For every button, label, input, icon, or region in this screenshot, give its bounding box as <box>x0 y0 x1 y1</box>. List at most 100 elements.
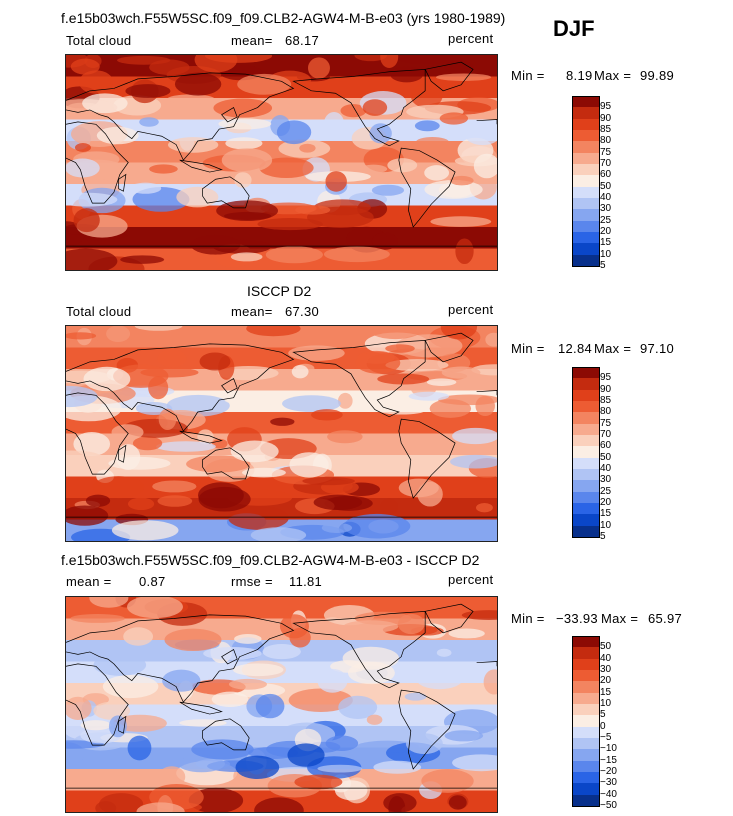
colorbar-tick-label: 80 <box>600 135 612 147</box>
field-patch <box>390 66 424 83</box>
colorbar-swatch <box>572 243 600 255</box>
colorbar-swatch <box>572 389 600 401</box>
field-patch <box>157 495 193 507</box>
field-heatmap <box>66 55 497 270</box>
colorbar-swatch <box>572 636 600 649</box>
panel2-max-value: 97.10 <box>640 341 675 356</box>
field-patch <box>380 498 398 516</box>
field-patch <box>321 522 353 534</box>
field-patch <box>111 424 144 441</box>
colorbar-tick-label: −20 <box>600 766 617 777</box>
field-patch <box>73 208 100 233</box>
field-patch <box>257 218 323 231</box>
field-patch <box>66 385 98 408</box>
colorbar-swatch <box>572 469 600 481</box>
field-patch <box>371 184 405 196</box>
colorbar-tick-label: 95 <box>600 372 612 384</box>
field-patch <box>343 620 399 633</box>
panel2-mean-value: 67.30 <box>285 304 320 319</box>
coastline <box>424 603 474 634</box>
colorbar-swatch <box>572 209 600 221</box>
field-patch <box>203 647 262 660</box>
field-patch <box>108 715 127 738</box>
field-patch <box>397 55 464 65</box>
coastline <box>179 107 238 173</box>
coastline <box>398 147 456 228</box>
field-patch <box>448 795 467 810</box>
colorbar-tick-label: 15 <box>600 237 612 249</box>
colorbar-tick-label: 40 <box>600 463 612 474</box>
field-patch <box>255 693 285 719</box>
colorbar-swatch <box>572 457 600 469</box>
field-patch <box>450 454 497 469</box>
panel1-title: f.e15b03wch.F55W5SC.f09_f09.CLB2-AGW4-M-… <box>61 10 506 26</box>
field-patch <box>78 70 114 94</box>
colorbar-tick-label: 60 <box>600 440 612 452</box>
field-patch <box>191 739 254 760</box>
latitude-band <box>66 704 497 727</box>
field-patch <box>405 733 443 755</box>
field-patch <box>234 633 262 644</box>
panel2-variable-label: Total cloud <box>66 304 132 319</box>
field-patch <box>371 232 399 250</box>
field-patch <box>444 730 484 742</box>
field-patch <box>435 73 492 81</box>
colorbar-swatch <box>572 715 600 727</box>
field-patch <box>452 754 497 772</box>
colorbar-tick-label: 30 <box>600 474 612 486</box>
coastline <box>424 61 474 92</box>
field-patch <box>70 613 125 623</box>
field-patch <box>311 409 343 421</box>
colorbar-swatch <box>572 130 600 142</box>
coastline <box>66 614 295 703</box>
field-patch <box>485 332 497 347</box>
field-patch <box>385 359 449 372</box>
field-patch <box>259 157 314 179</box>
field-patch <box>156 441 216 452</box>
field-patch <box>167 137 219 153</box>
colorbar-swatch <box>572 760 600 772</box>
panel1-min-label: Min = <box>511 68 545 83</box>
field-patch <box>237 73 292 95</box>
coastline <box>118 173 127 192</box>
field-patch <box>162 669 201 692</box>
field-patch <box>230 440 279 463</box>
coastline <box>66 390 497 475</box>
field-patch <box>287 743 325 767</box>
colorbar-swatch <box>572 107 600 119</box>
coastline <box>398 418 456 499</box>
field-patch <box>437 394 497 406</box>
field-patch <box>380 55 399 68</box>
colorbar-swatch <box>572 749 600 761</box>
field-patch <box>323 246 390 263</box>
colorbar-swatch <box>572 198 600 210</box>
field-patch <box>194 55 238 73</box>
coastline <box>292 339 426 418</box>
field-patch <box>436 648 452 657</box>
field-patch <box>404 692 427 701</box>
colorbar-tick-label: 5 <box>600 260 606 271</box>
field-patch <box>129 182 162 194</box>
colorbar-swatch <box>572 704 600 716</box>
field-patch <box>373 760 422 774</box>
field-patch <box>338 695 378 719</box>
field-patch <box>176 186 219 208</box>
colorbar-swatch <box>572 514 600 526</box>
field-patch <box>152 480 197 493</box>
field-patch <box>270 417 295 426</box>
field-heatmap <box>66 326 497 541</box>
panel2-title: ISCCP D2 <box>247 283 312 299</box>
colorbar-swatch <box>572 378 600 390</box>
field-patch <box>288 345 345 361</box>
colorbar-tick-label: −5 <box>600 732 612 743</box>
colorbar-tick-label: 85 <box>600 395 612 406</box>
colorbar-swatch <box>572 446 600 458</box>
colorbar-tick-label: −15 <box>600 754 617 766</box>
coastline <box>66 343 295 432</box>
field-patch <box>354 55 388 62</box>
field-patch <box>66 450 103 465</box>
field-patch <box>179 719 227 727</box>
field-patch <box>372 456 422 466</box>
coastline <box>202 176 250 209</box>
panel3-mean-label: mean = <box>66 574 112 589</box>
